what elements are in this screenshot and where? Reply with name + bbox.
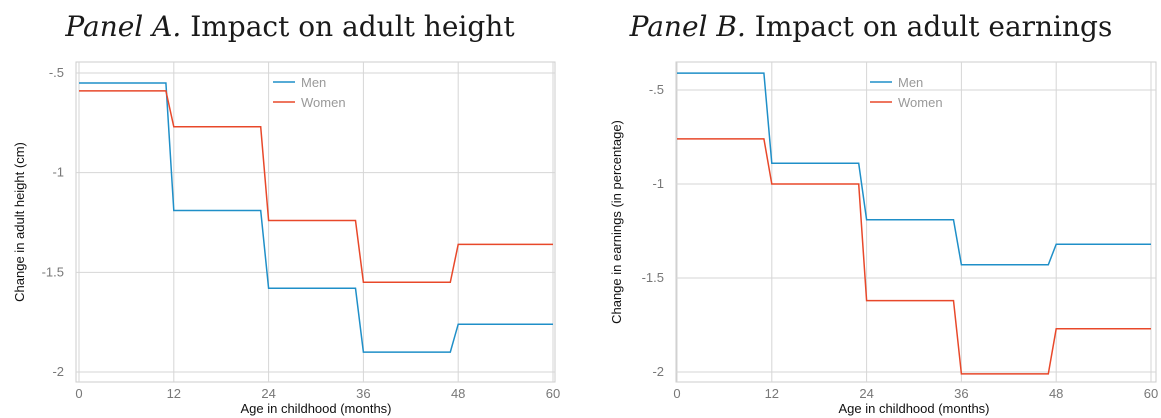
- panel-b-series-women-line: [677, 138, 1151, 375]
- panel-a-series-men-line: [79, 82, 553, 353]
- panel-a-xtick-label: 24: [261, 386, 275, 401]
- panel-b-ytick-label: -2: [652, 364, 664, 379]
- panel-a-title-main: Impact on adult height: [190, 10, 515, 43]
- height-chart: 0 12 24 36 48 60 -2 -1.5 -1 -.5 Age in childhood (…: [12, 61, 560, 416]
- panel-a-series-women-line: [79, 90, 553, 284]
- panel-a-plot-frame: [75, 61, 556, 383]
- panel-a: Panel A. Impact on adult height 0 12 24 36 4…: [0, 0, 580, 418]
- panel-b-plot-frame: [675, 61, 1157, 383]
- panel-a-legend-label-men: Men: [301, 75, 326, 90]
- panel-b-legend-label-women: Women: [898, 95, 943, 110]
- panel-a-xtick-label: 36: [356, 386, 370, 401]
- panel-a-xtick-label: 48: [451, 386, 465, 401]
- panel-b-y-axis-label: Change in earnings (in percentage): [609, 120, 624, 324]
- panel-a-xtick-label: 0: [75, 386, 82, 401]
- panel-a-ytick-label: -2: [52, 364, 64, 379]
- panel-b-title-prefix: Panel B.: [629, 10, 746, 43]
- panel-a-title-prefix: Panel A.: [65, 10, 182, 43]
- panel-b-xtick-label: 36: [954, 386, 968, 401]
- panel-a-ytick-label: -1.5: [42, 264, 64, 279]
- panel-a-legend-label-women: Women: [301, 95, 346, 110]
- panel-b-xtick-label: 48: [1049, 386, 1063, 401]
- panel-b-legend-label-men: Men: [898, 75, 923, 90]
- panel-a-title: Panel A. Impact on adult height: [0, 10, 580, 43]
- panel-b-xtick-label: 12: [765, 386, 779, 401]
- panel-b-ytick-label: -1: [652, 176, 664, 191]
- panel-b-xtick-label: 0: [673, 386, 680, 401]
- panel-b-xtick-label: 60: [1144, 386, 1158, 401]
- panel-a-xtick-label: 60: [546, 386, 560, 401]
- panel-b-x-axis-label: Age in childhood (months): [838, 401, 989, 416]
- panel-b-xtick-label: 24: [859, 386, 873, 401]
- panel-a-y-axis-label: Change in adult height (cm): [12, 142, 27, 302]
- panel-a-ytick-label: -1: [52, 165, 64, 180]
- earnings-chart: 0 12 24 36 48 60 -2 -1.5 -1 -.5 Age in childhood (…: [609, 61, 1158, 416]
- panel-a-xtick-label: 12: [167, 386, 181, 401]
- panel-b-title: Panel B. Impact on adult earnings: [581, 10, 1161, 43]
- panel-a-legend: Men Women: [273, 75, 346, 110]
- panel-b: Panel B. Impact on adult earnings 0 12 24 3…: [581, 0, 1161, 418]
- panel-a-ytick-label: -.5: [49, 65, 64, 80]
- panel-b-title-main: Impact on adult earnings: [754, 10, 1113, 43]
- panel-b-ytick-label: -1.5: [642, 270, 664, 285]
- panel-b-series-men-line: [677, 72, 1151, 266]
- panel-a-x-axis-label: Age in childhood (months): [240, 401, 391, 416]
- panel-b-ytick-label: -.5: [649, 82, 664, 97]
- panel-b-legend: Men Women: [870, 75, 943, 110]
